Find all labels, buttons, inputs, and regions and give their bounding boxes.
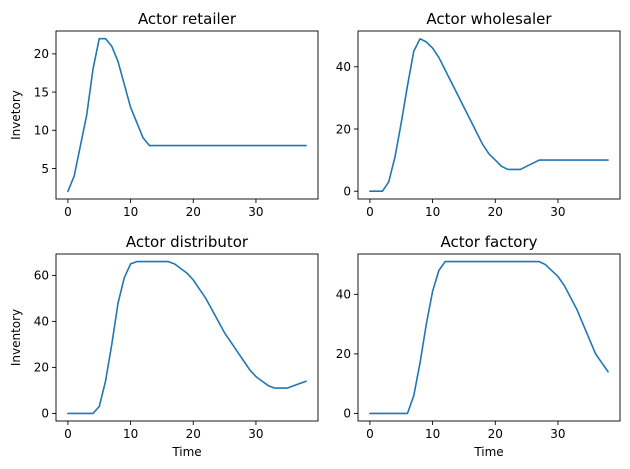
y-tick-label: 40 — [336, 288, 351, 302]
x-tick-label: 0 — [64, 205, 72, 219]
y-tick-label: 10 — [34, 124, 49, 138]
y-axis-label: Inventory — [9, 309, 23, 366]
series-line — [67, 260, 307, 415]
x-tick-label: 10 — [123, 205, 138, 219]
x-tick-label: 10 — [123, 427, 138, 441]
x-tick-label: 10 — [425, 205, 440, 219]
y-tick-label: 20 — [336, 347, 351, 361]
series-line — [369, 37, 609, 193]
y-tick-label: 40 — [336, 60, 351, 74]
x-tick-label: 10 — [425, 427, 440, 441]
subplot-title: Actor retailer — [138, 10, 237, 28]
y-tick-label: 5 — [41, 162, 49, 176]
series-line — [369, 260, 609, 415]
x-tick-label: 0 — [366, 427, 374, 441]
y-tick-label: 60 — [34, 269, 49, 283]
series-line — [67, 37, 307, 193]
subplot-4: 0 10 20 30 0 20 40 Actor factory Time — [336, 233, 621, 459]
x-tick-label: 20 — [488, 427, 503, 441]
subplot-title: Actor factory — [440, 233, 537, 251]
axes-frame — [55, 253, 319, 422]
x-tick-label: 30 — [248, 205, 263, 219]
y-tick-label: 40 — [34, 315, 49, 329]
x-tick-label: 20 — [186, 205, 201, 219]
subplot-title: Actor distributor — [126, 233, 249, 251]
y-axis-label: Invetory — [9, 90, 23, 140]
x-axis-label: Time — [171, 445, 201, 459]
y-tick-label: 20 — [34, 47, 49, 61]
subplot-2: 0 10 20 30 0 20 40 Actor wholesaler — [336, 10, 621, 219]
x-tick-label: 30 — [248, 427, 263, 441]
y-tick-label: 0 — [343, 407, 351, 421]
y-tick-label: 20 — [336, 122, 351, 136]
x-tick-label: 0 — [64, 427, 72, 441]
axes-frame — [357, 30, 621, 200]
axes-frame — [357, 253, 621, 422]
x-tick-label: 20 — [488, 205, 503, 219]
y-tick-label: 0 — [41, 407, 49, 421]
x-axis-label: Time — [473, 445, 503, 459]
y-tick-label: 0 — [343, 185, 351, 199]
x-tick-label: 0 — [366, 205, 374, 219]
y-tick-label: 20 — [34, 361, 49, 375]
y-tick-label: 15 — [34, 85, 49, 99]
subplot-3: 0 10 20 30 0 20 40 60 Actor distributor Time Inven… — [9, 233, 319, 459]
axes-frame — [55, 30, 319, 200]
x-tick-label: 20 — [186, 427, 201, 441]
x-tick-label: 30 — [550, 205, 565, 219]
subplot-1: 0 10 20 30 5 10 15 20 Actor retailer Invetory — [9, 10, 319, 219]
x-tick-label: 30 — [550, 427, 565, 441]
subplot-title: Actor wholesaler — [426, 10, 552, 28]
